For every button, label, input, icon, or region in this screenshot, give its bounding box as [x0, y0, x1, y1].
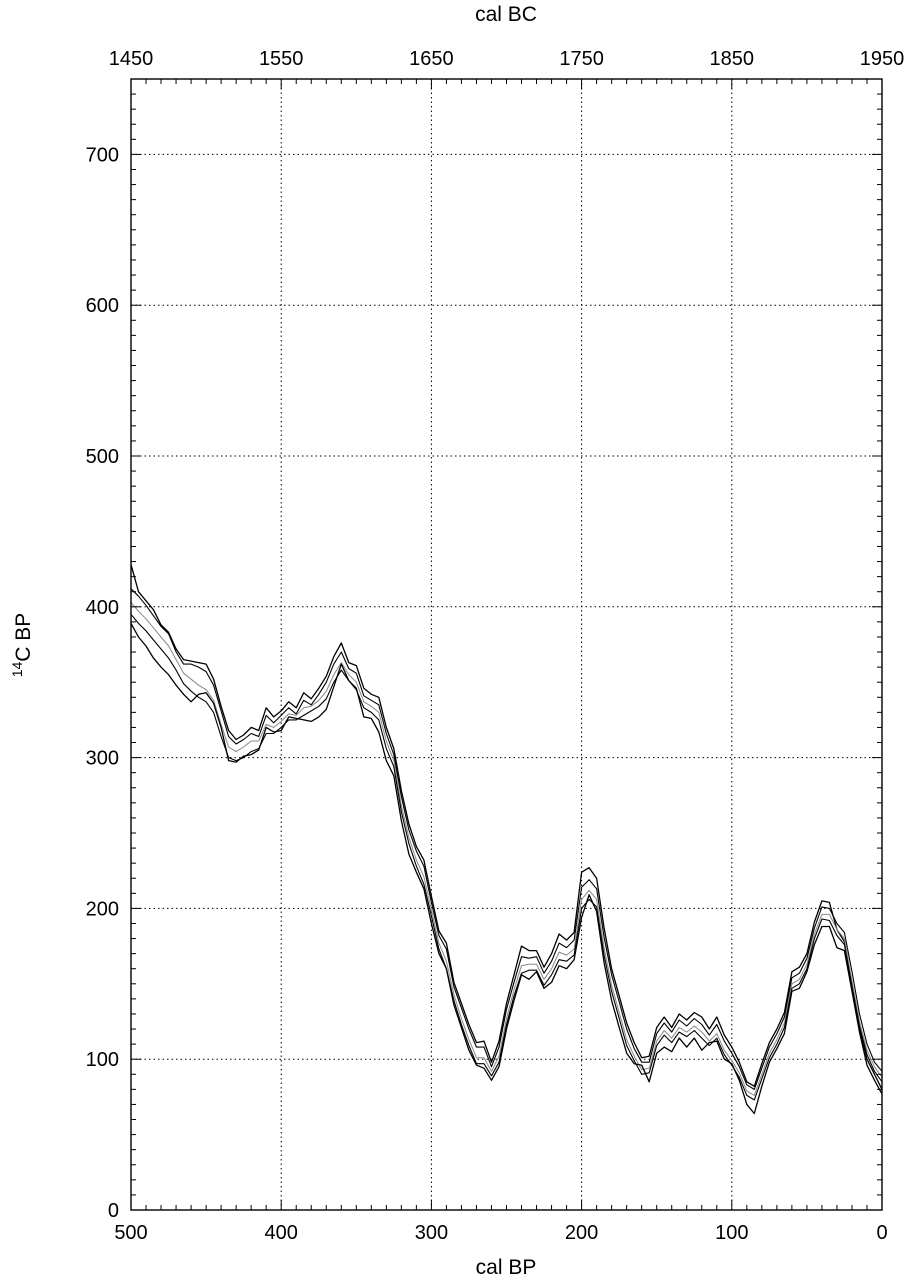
x-tick-label-top: 1750 — [559, 48, 604, 70]
calibration-curves — [130, 564, 883, 1115]
axis-ticks — [130, 78, 883, 1211]
x-tick-label-bottom: 100 — [715, 1222, 748, 1244]
x-tick-label-top: 1550 — [259, 48, 304, 70]
y-tick-label: 300 — [86, 748, 119, 770]
y-tick-label: 400 — [86, 597, 119, 619]
x-tick-label-top: 1450 — [109, 48, 154, 70]
y-tick-label: 0 — [108, 1200, 119, 1222]
x-tick-label-top: 1850 — [710, 48, 755, 70]
x-tick-label-bottom: 200 — [565, 1222, 598, 1244]
x-tick-label-bottom: 400 — [265, 1222, 298, 1244]
y-axis-title-superscript: 14 — [9, 662, 25, 678]
y-tick-label: 600 — [86, 295, 119, 317]
series-line-mean — [130, 601, 883, 1096]
x-tick-label-bottom: 500 — [114, 1222, 147, 1244]
tick-labels: 500 1450 400 1550 300 1650 200 1750 100 1850 0 1950… — [86, 48, 905, 1244]
y-tick-label: 700 — [86, 144, 119, 166]
y-tick-label: 500 — [86, 446, 119, 468]
y-tick-label: 100 — [86, 1049, 119, 1071]
x-tick-label-bottom: 0 — [876, 1222, 887, 1244]
series-line-inner-lower — [130, 613, 883, 1101]
x-tick-label-top: 1650 — [409, 48, 454, 70]
x-tick-label-top: 1950 — [860, 48, 905, 70]
y-axis-title-main: C BP — [12, 613, 35, 662]
series-line-outer-upper — [130, 564, 883, 1090]
x-axis-title-top: cal BC — [475, 3, 537, 26]
series-line-outer-lower — [130, 623, 883, 1115]
y-axis-title: 14C BP — [9, 613, 35, 678]
plot-frame — [130, 78, 883, 1211]
series-line-inner-upper — [130, 588, 883, 1090]
grid-lines — [131, 79, 882, 1210]
x-axis-title-bottom: cal BP — [476, 1256, 537, 1279]
y-tick-label: 200 — [86, 898, 119, 920]
x-tick-label-bottom: 300 — [415, 1222, 448, 1244]
